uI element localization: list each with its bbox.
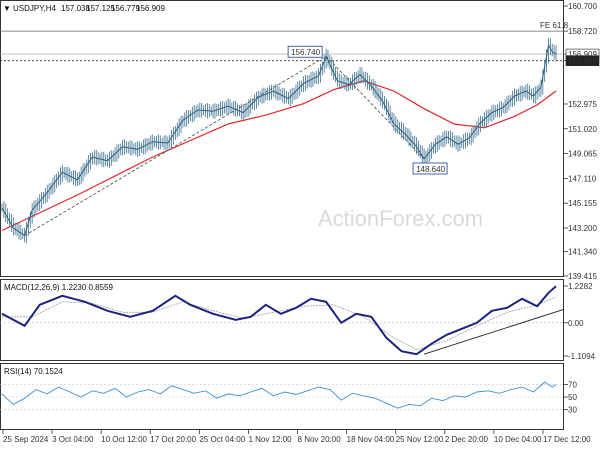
time-axis-label: 3 Oct 04:00 — [52, 435, 94, 444]
price-axis-label: 158.720 — [568, 27, 597, 36]
price-axis-label: 160.700 — [568, 2, 597, 11]
rsi-axis-label: 70 — [568, 381, 577, 390]
ohlc-low: 156.779 — [111, 4, 140, 13]
price-panel-marker-icon: ▼ — [3, 4, 11, 13]
swing-high-label: 156.740 — [291, 48, 320, 57]
price-axis-label: 149.065 — [568, 150, 597, 159]
rsi-plot — [0, 381, 564, 410]
rsi-line — [1, 381, 557, 409]
macd-signal-line — [2, 296, 557, 351]
time-axis-label: 25 Oct 04:00 — [199, 435, 245, 444]
time-axis-label: 10 Oct 12:00 — [101, 435, 147, 444]
macd-axis-label: 0.00 — [568, 319, 584, 328]
trend-line-2 — [325, 55, 425, 160]
time-axis-label: 25 Sep 2024 — [3, 435, 49, 444]
price-axis-label: 139.415 — [568, 272, 597, 281]
price-plot: 156.740 148.640 — [1, 37, 557, 244]
swing-high-box — [287, 45, 323, 58]
price-axis-badge-label: 156.909 — [568, 50, 597, 59]
time-axis-label: 8 Nov 20:00 — [298, 435, 342, 444]
macd-main-line — [1, 285, 557, 356]
time-axis: 25 Sep 2024 3 Oct 04:00 10 Oct 12:00 17 Oct… — [2, 430, 591, 444]
swing-low-box — [412, 162, 448, 175]
time-axis-label: 10 Dec 04:00 — [494, 435, 542, 444]
swing-low-label: 148.640 — [416, 165, 445, 174]
ohlc-close: 156.909 — [136, 4, 165, 13]
price-axis-label: 145.155 — [568, 199, 597, 208]
price-axis-label: 147.110 — [568, 174, 597, 183]
rsi-axis-label: 50 — [568, 393, 577, 402]
macd-axis-label: -1.1094 — [568, 352, 596, 361]
macd-plot — [0, 285, 565, 356]
rsi-panel-frame — [0, 363, 564, 430]
time-axis-label: 25 Nov 12:00 — [396, 435, 444, 444]
macd-trend-line — [423, 308, 565, 355]
price-axis-badge — [565, 55, 600, 66]
time-axis-label: 17 Oct 20:00 — [150, 435, 196, 444]
time-axis-label: 17 Dec 12:00 — [543, 435, 591, 444]
ohlc-high: 157.125 — [86, 4, 115, 13]
rsi-axis: 70 50 30 — [564, 381, 577, 414]
time-axis-label: 18 Nov 04:00 — [347, 435, 395, 444]
time-axis-label: 2 Dec 20:00 — [445, 435, 489, 444]
price-axis-badge-label: 156.390 — [568, 57, 597, 66]
watermark: ActionForex.com — [318, 206, 483, 231]
price-axis-label: 141.340 — [568, 248, 597, 257]
time-axis-label: 1 Nov 12:00 — [248, 435, 292, 444]
price-axis-label: 151.020 — [568, 125, 597, 134]
macd-axis-label: 1.2282 — [568, 282, 593, 291]
macd-title: MACD(12,26,9) 1.2230 0.8559 — [4, 283, 114, 292]
rsi-title: RSI(14) 70.1524 — [4, 367, 63, 376]
macd-axis: 1.2282 0.00 -1.1094 — [564, 282, 596, 361]
macd-panel-frame — [0, 279, 564, 361]
price-levels: FE 61.8 — [0, 21, 569, 62]
price-axis-label: 152.975 — [568, 100, 597, 109]
ohlc-open: 157.038 — [61, 4, 90, 13]
rsi-axis-label: 30 — [568, 405, 577, 414]
price-panel-frame — [0, 0, 564, 277]
symbol-title: USDJPY,H4 — [13, 4, 57, 13]
fib-level-label: FE 61.8 — [540, 21, 569, 30]
trend-line-1 — [24, 55, 327, 236]
price-line — [1, 43, 557, 237]
price-axis-label: 143.200 — [568, 224, 597, 233]
